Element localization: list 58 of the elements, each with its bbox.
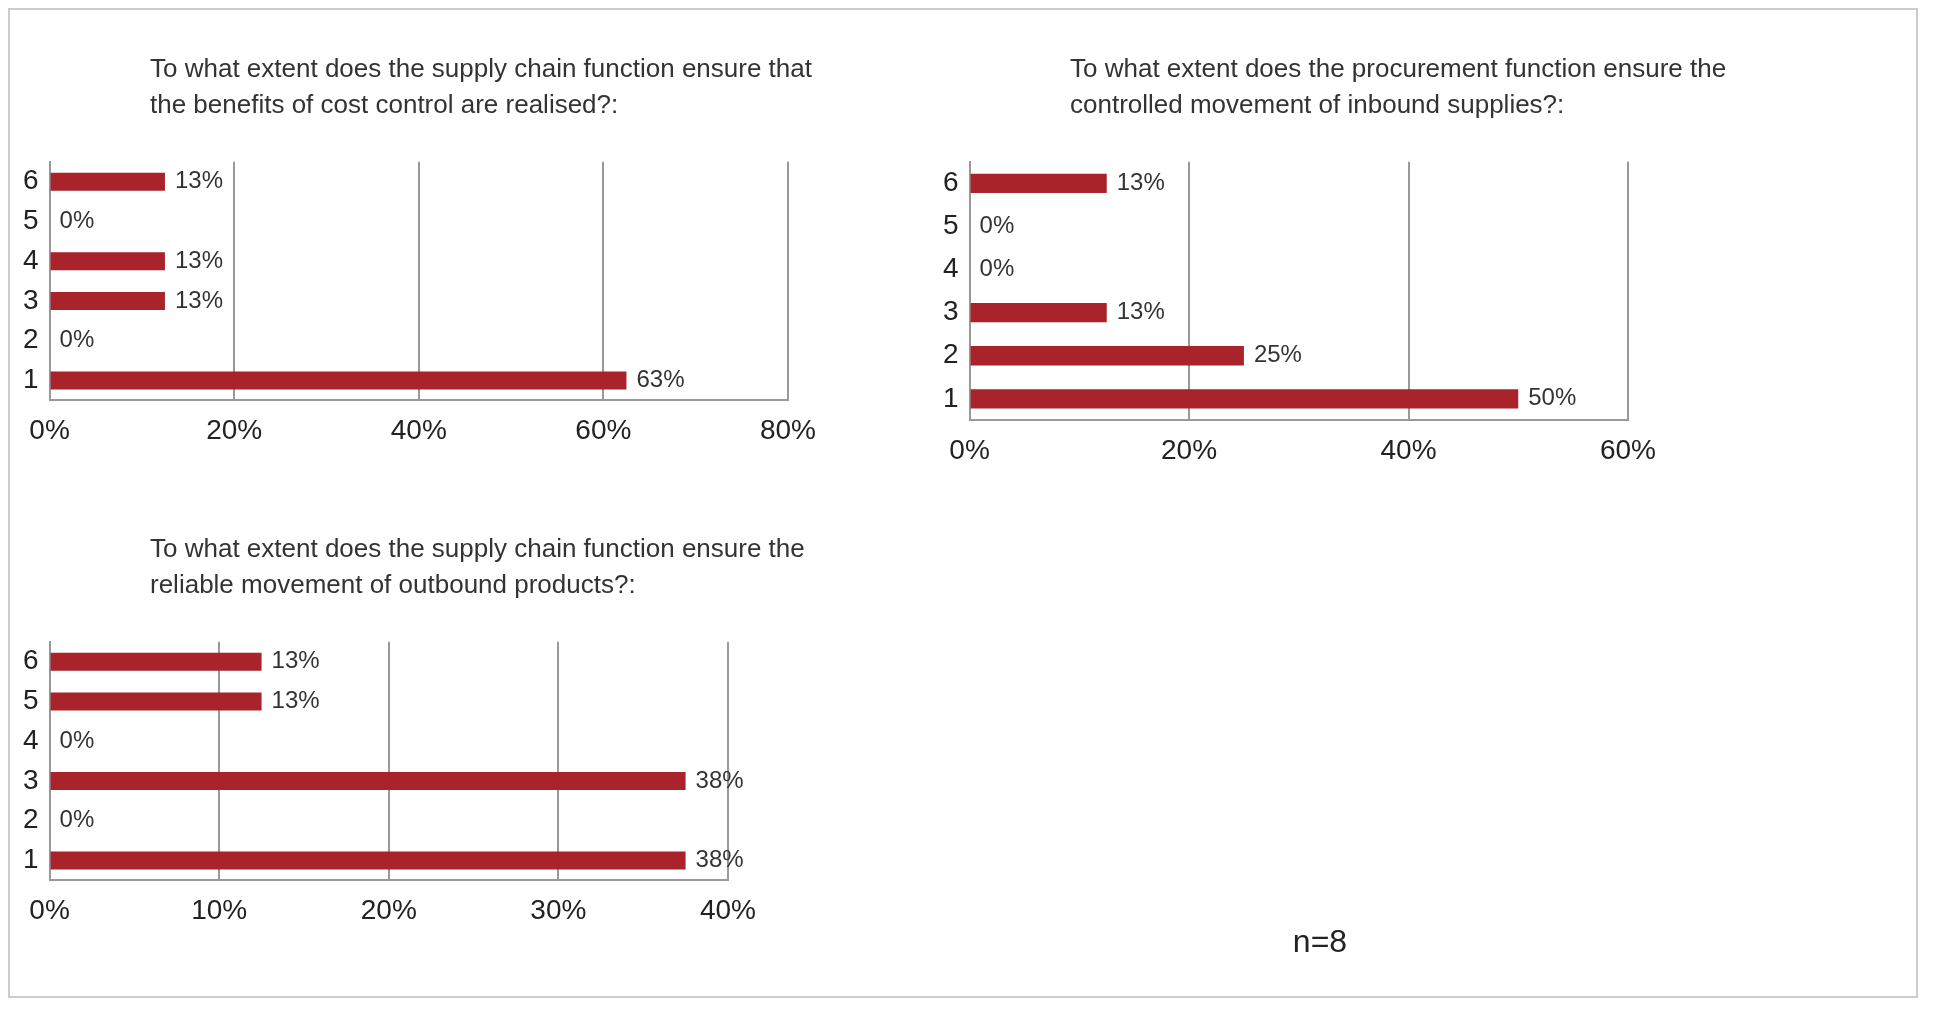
data-label: 38% (695, 845, 744, 873)
chart-title: To what extent does the procurement function ensure the controlled movement of inbound supplies?: (1070, 52, 1728, 121)
y-tick-label: 2 (22, 803, 39, 835)
data-label: 0% (59, 206, 95, 234)
x-tick-label: 60% (575, 413, 632, 445)
data-label: 38% (695, 765, 744, 793)
y-tick-label: 1 (22, 843, 39, 875)
data-label: 50% (1528, 383, 1577, 411)
data-label: 13% (1116, 297, 1165, 325)
data-label: 25% (1253, 340, 1302, 368)
data-label: 13% (271, 646, 320, 674)
y-tick-label: 4 (22, 243, 39, 275)
y-tick-label: 4 (22, 723, 39, 755)
y-tick-label: 3 (22, 763, 39, 795)
chart-title: To what extent does the supply chain function ensure that the benefits of cost control are realised?: (150, 52, 813, 121)
x-tick-label: 80% (759, 413, 816, 445)
data-label: 0% (979, 211, 1015, 239)
x-tick-label: 0% (949, 433, 990, 465)
y-tick-label: 1 (942, 381, 959, 413)
x-tick-label: 30% (530, 893, 587, 925)
x-tick-label: 40% (699, 893, 756, 925)
y-tick-label: 5 (22, 204, 39, 236)
x-tick-label: 0% (29, 413, 70, 445)
x-tick-label: 60% (1599, 433, 1656, 465)
x-tick-label: 40% (1380, 433, 1437, 465)
data-label: 13% (174, 245, 223, 273)
y-tick-label: 1 (22, 363, 39, 395)
y-tick-label: 6 (942, 166, 959, 198)
y-tick-label: 6 (22, 164, 39, 196)
bar (970, 346, 1244, 366)
data-label: 0% (59, 325, 95, 353)
bar (970, 302, 1107, 323)
data-label: 13% (174, 285, 223, 313)
x-tick-label: 20% (1161, 433, 1218, 465)
x-tick-label: 0% (29, 893, 70, 925)
y-tick-label: 4 (942, 252, 959, 284)
bar (970, 173, 1107, 194)
x-tick-label: 10% (191, 893, 248, 925)
chart-title: To what extent does the supply chain function ensure the reliable movement of outbound products?: (150, 532, 806, 601)
x-tick-label: 40% (390, 413, 447, 445)
text: n=8 (1292, 923, 1348, 960)
y-tick-label: 5 (942, 209, 959, 241)
data-label: 0% (59, 725, 95, 753)
y-tick-label: 2 (942, 338, 959, 370)
y-tick-label: 3 (22, 283, 39, 315)
bar (970, 389, 1519, 409)
data-label: 63% (636, 365, 685, 393)
y-tick-label: 3 (942, 295, 959, 327)
data-label: 13% (174, 166, 223, 194)
x-tick-label: 20% (206, 413, 263, 445)
data-label: 0% (59, 805, 95, 833)
data-label: 13% (1116, 167, 1165, 195)
data-label: 0% (979, 254, 1015, 282)
y-tick-label: 2 (22, 323, 39, 355)
y-tick-label: 5 (22, 684, 39, 716)
y-tick-label: 6 (22, 644, 39, 676)
x-tick-label: 20% (360, 893, 417, 925)
data-label: 13% (271, 686, 320, 714)
